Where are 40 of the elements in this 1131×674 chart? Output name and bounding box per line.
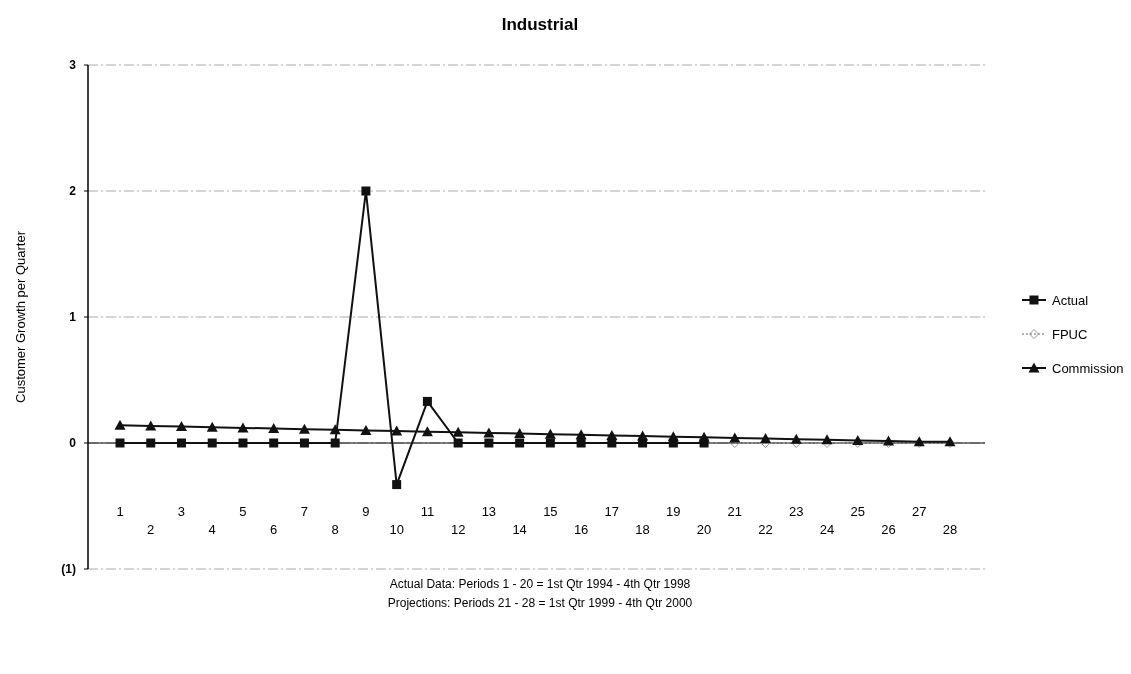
- chart-title: Industrial: [501, 15, 579, 34]
- y-tick-label: 1: [69, 310, 77, 325]
- x-tick-label: 5: [239, 504, 247, 519]
- x-tick-label: 22: [758, 522, 773, 537]
- x-tick-label: 16: [573, 522, 589, 537]
- x-tick-label: 2: [147, 522, 155, 537]
- legend-label: Commission: [1052, 360, 1124, 376]
- y-tick-label: (1): [61, 562, 76, 577]
- x-tick-label: 1: [116, 504, 124, 519]
- x-tick-label: 11: [420, 504, 435, 519]
- x-tick-label: 17: [604, 504, 620, 519]
- x-tick-label: 18: [635, 522, 650, 537]
- x-tick-label: 6: [270, 522, 278, 537]
- x-tick-label: 23: [789, 504, 804, 519]
- x-tick-label: 14: [512, 522, 527, 537]
- x-tick-label: 27: [912, 504, 927, 519]
- x-tick-label: 21: [727, 504, 743, 519]
- x-tick-label: 25: [850, 504, 866, 519]
- x-tick-label: 3: [177, 504, 186, 519]
- x-tick-label: 4: [208, 522, 216, 537]
- y-tick-label: 2: [69, 184, 77, 199]
- legend-label: Actual: [1052, 292, 1089, 308]
- x-tick-label: 12: [450, 522, 466, 537]
- x-tick-label: 24: [819, 522, 835, 537]
- x-tick-label: 20: [696, 522, 712, 537]
- x-tick-label: 13: [481, 504, 497, 519]
- x-tick-label: 26: [881, 522, 896, 537]
- y-tick-label: 3: [69, 58, 77, 73]
- x-tick-label: 15: [543, 504, 558, 519]
- x-tick-label: 10: [389, 522, 404, 537]
- text: Projections: Periods 21 - 28 = 1st Qtr 1999 - 4th Qtr 2000: [387, 596, 693, 610]
- y-axis-title: Customer Growth per Quarter: [13, 230, 28, 403]
- x-tick-label: 7: [300, 504, 309, 519]
- legend-label: FPUC: [1052, 326, 1088, 342]
- text: Actual Data: Periods 1 - 20 = 1st Qtr 1994 - 4th Qtr 1998: [389, 577, 691, 591]
- x-tick-label: 28: [942, 522, 958, 537]
- x-tick-label: 19: [666, 504, 681, 519]
- y-tick-label: 0: [69, 436, 77, 451]
- x-tick-label: 8: [331, 522, 339, 537]
- x-tick-label: 9: [362, 504, 370, 519]
